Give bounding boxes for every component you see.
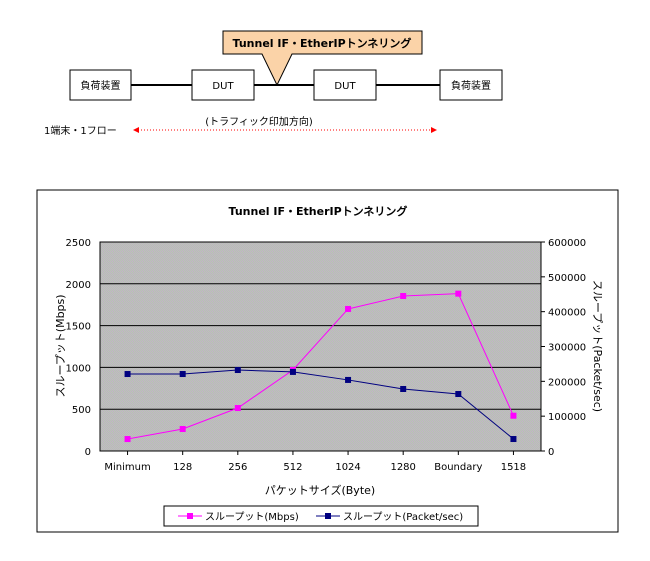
node-dut-2: DUT [313, 69, 377, 101]
data-point-1 [179, 371, 186, 378]
data-point-0 [179, 426, 186, 433]
y-tick-label: 1500 [66, 322, 91, 333]
data-point-0 [455, 290, 462, 297]
direction-arrow [133, 127, 437, 133]
callout: Tunnel IF・EtherIPトンネリング [222, 30, 423, 87]
data-point-1 [124, 371, 131, 378]
data-point-1 [400, 385, 407, 392]
network-diagram: 負荷装置 DUT DUT 負荷装置 Tunnel IF・EtherIPトンネリン… [44, 30, 503, 137]
y2-axis-label: スループット(Packet/sec) [591, 280, 604, 412]
x-tick-label: 256 [228, 462, 247, 473]
data-point-1 [510, 436, 517, 443]
data-point-0 [400, 293, 407, 300]
node-label: 負荷装置 [451, 79, 491, 92]
y2-tick-label: 0 [548, 447, 554, 458]
legend-label: スループット(Mbps) [205, 511, 299, 523]
node-load-generator-right: 負荷装置 [439, 69, 503, 101]
y-tick-label: 1000 [66, 363, 91, 374]
x-axis-label: パケットサイズ(Byte) [265, 483, 375, 497]
node-label: DUT [334, 81, 356, 92]
y2-tick-label: 100000 [548, 412, 586, 423]
node-dut-1: DUT [191, 69, 255, 101]
x-tick-label: 128 [173, 462, 192, 473]
node-label: 負荷装置 [81, 79, 121, 92]
data-point-1 [455, 391, 462, 398]
y2-tick-label: 600000 [548, 238, 586, 249]
data-point-1 [289, 368, 296, 375]
x-tick-label: 1024 [335, 462, 360, 473]
callout-text: Tunnel IF・EtherIPトンネリング [233, 36, 412, 50]
y-tick-label: 500 [72, 405, 91, 416]
data-point-0 [234, 405, 241, 412]
x-tick-label: 512 [283, 462, 302, 473]
data-point-0 [510, 412, 517, 419]
y2-tick-label: 400000 [548, 308, 586, 319]
x-tick-label: 1280 [390, 462, 415, 473]
legend-label: スループット(Packet/sec) [343, 511, 463, 523]
x-tick-label: Boundary [434, 462, 482, 473]
direction-label: (トラフィック印加方向) [205, 115, 313, 128]
data-point-1 [234, 367, 241, 374]
legend: スループット(Mbps) スループット(Packet/sec) [163, 505, 479, 527]
legend-marker-pps [325, 513, 331, 519]
y-tick-label: 2500 [66, 238, 91, 249]
data-point-0 [345, 305, 352, 312]
chart-title: Tunnel IF・EtherIPトンネリング [229, 204, 408, 218]
node-label: DUT [212, 81, 234, 92]
data-point-1 [345, 376, 352, 383]
y-tick-label: 0 [85, 447, 91, 458]
y2-tick-label: 200000 [548, 377, 586, 388]
y2-tick-label: 500000 [548, 273, 586, 284]
y-axis-label: スループット(Mbps) [54, 294, 67, 397]
flow-label: 1端末・1フロー [44, 124, 117, 137]
node-load-generator-left: 負荷装置 [69, 69, 132, 101]
legend-marker-mbps [187, 513, 193, 519]
series-line-0 [127, 293, 514, 440]
data-point-0 [124, 436, 131, 443]
y2-tick-label: 300000 [548, 343, 586, 354]
plot-area [99, 241, 542, 452]
series-line-1 [127, 369, 514, 440]
x-tick-label: 1518 [501, 462, 526, 473]
y-tick-label: 2000 [66, 280, 91, 291]
x-tick-label: Minimum [104, 462, 150, 473]
